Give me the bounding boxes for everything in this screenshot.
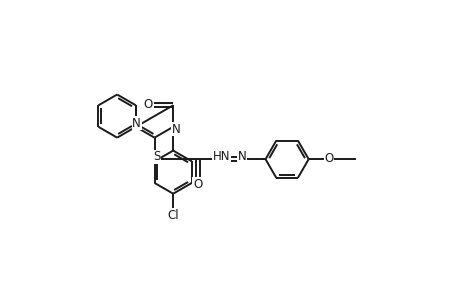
Text: HN: HN	[213, 150, 230, 163]
Text: N: N	[237, 150, 246, 163]
Text: O: O	[193, 178, 202, 191]
Text: O: O	[143, 98, 152, 111]
Text: O: O	[324, 152, 333, 165]
Text: S: S	[153, 150, 160, 164]
Text: Cl: Cl	[167, 209, 179, 222]
Text: N: N	[172, 123, 180, 136]
Text: N: N	[132, 116, 140, 130]
